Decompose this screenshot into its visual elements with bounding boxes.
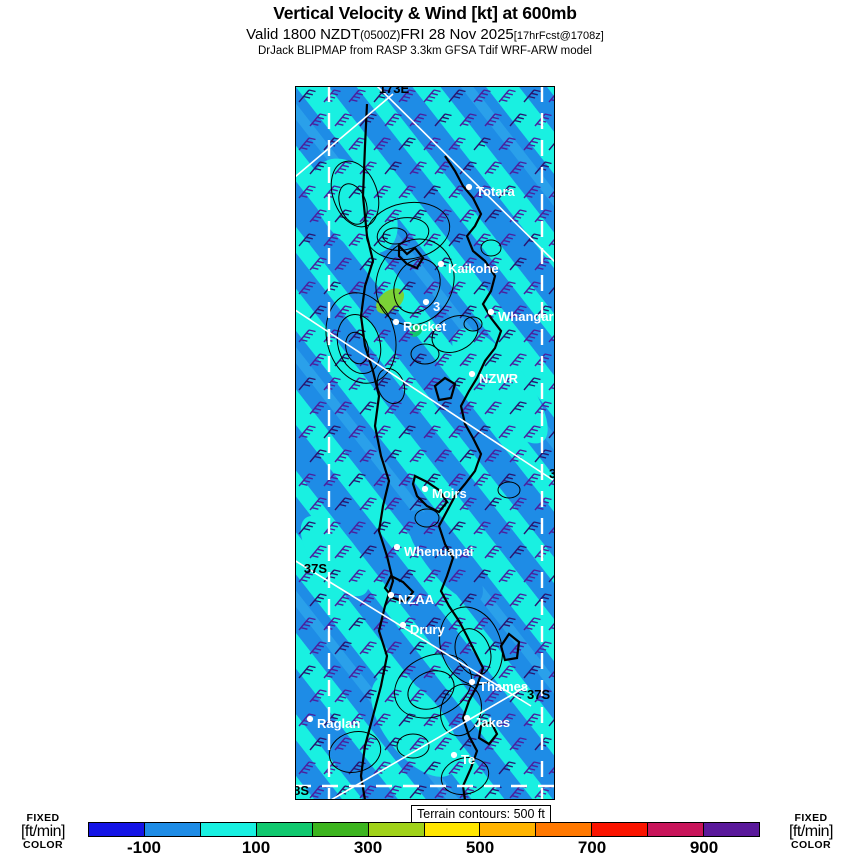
page-title: Vertical Velocity & Wind [kt] at 600mb	[273, 3, 577, 23]
colorbar-tick-labels: -100 100 300 500 700 900	[88, 838, 760, 860]
station-layer[interactable]: Totara Kaikohe 3 Rocket Whangarei NZWR Moirs Wh…	[306, 183, 555, 767]
colorbar-segment	[424, 823, 481, 836]
station-marker[interactable]	[463, 714, 471, 722]
colorbar-label-right: FIXED [ft/min] COLOR	[772, 813, 850, 850]
forecast-map[interactable]: Totara Kaikohe 3 Rocket Whangarei NZWR Moirs Wh…	[295, 86, 555, 800]
station-label: Raglan	[317, 716, 360, 731]
colorbar-color-label-left: COLOR	[23, 838, 63, 851]
colorbar-segment	[592, 823, 649, 836]
colorbar-segment	[144, 823, 201, 836]
station-label: NZAA	[398, 592, 435, 607]
terrain-contours	[325, 160, 521, 795]
colorbar-tick-label: 300	[353, 838, 383, 857]
colorbar-segment	[704, 823, 760, 836]
colorbar-segment	[256, 823, 313, 836]
station-marker[interactable]	[468, 370, 476, 378]
station-marker[interactable]	[465, 183, 473, 191]
colorbar-label-left: FIXED [ft/min] COLOR	[4, 813, 82, 850]
station-marker[interactable]	[421, 485, 429, 493]
grid-label-layer: 173E35S36S36S37S37S38S	[295, 86, 555, 798]
grid-label: 37S	[304, 561, 327, 576]
station-label: Rocket	[403, 319, 447, 334]
colorbar-tick-label: -100	[126, 838, 162, 857]
station-marker[interactable]	[487, 308, 495, 316]
station-label: Whenuapai	[404, 544, 473, 559]
colorbar-units-right: [ft/min]	[788, 822, 834, 840]
vertical-velocity-fill	[295, 86, 555, 800]
domain-boundary	[295, 86, 555, 800]
colorbar-fixed-label-left: FIXED	[26, 812, 60, 824]
station-label: NZWR	[479, 371, 519, 386]
station-label: Drury	[410, 622, 445, 637]
station-label: 3	[433, 299, 440, 314]
colorbar-units-left: [ft/min]	[20, 822, 66, 840]
valid-time-main: Valid 1800 NZDT	[246, 26, 361, 43]
station-label: Totara	[476, 184, 516, 199]
map-border	[295, 86, 555, 800]
station-label: Whangarei	[498, 309, 555, 324]
valid-date: FRI 28 Nov 2025	[400, 26, 514, 43]
station-marker[interactable]	[393, 543, 401, 551]
station-label: Jakes	[474, 715, 510, 730]
colorbar-tick-label: 700	[577, 838, 607, 857]
colorbar[interactable]	[88, 822, 760, 837]
station-label: Te	[461, 752, 475, 767]
colorbar-tick-label: 100	[241, 838, 271, 857]
colorbar-segment	[480, 823, 537, 836]
colorbar-segment	[648, 823, 705, 836]
station-marker[interactable]	[422, 298, 430, 306]
valid-time-line: Valid 1800 NZDT(0500Z)FRI 28 Nov 2025[17…	[0, 26, 850, 43]
colorbar-segment	[368, 823, 425, 836]
model-source-line: DrJack BLIPMAP from RASP 3.3km GFSA Tdif…	[257, 45, 592, 57]
valid-time-utc: (0500Z)	[360, 30, 401, 42]
station-label: Kaikohe	[448, 261, 499, 276]
colorbar-segment	[536, 823, 593, 836]
station-marker[interactable]	[450, 751, 458, 759]
colorbar-tick-label: 900	[689, 838, 719, 857]
station-marker[interactable]	[437, 260, 445, 268]
station-marker[interactable]	[392, 318, 400, 326]
colorbar-fixed-label-right: FIXED	[794, 812, 828, 824]
station-marker[interactable]	[306, 715, 314, 723]
grid-label: 38S	[295, 783, 309, 798]
page-header: Vertical Velocity & Wind [kt] at 600mb V…	[0, 0, 850, 57]
colorbar-segment	[89, 823, 145, 836]
terrain-contour-note: Terrain contours: 500 ft	[411, 805, 551, 824]
grid-label: 173E	[379, 86, 410, 96]
station-label: Thames	[479, 679, 528, 694]
grid-label: 36S	[549, 466, 555, 481]
station-marker[interactable]	[399, 621, 407, 629]
colorbar-segment	[200, 823, 257, 836]
colorbar-segment	[312, 823, 369, 836]
station-label: Moirs	[432, 486, 467, 501]
colorbar-tick-label: 500	[465, 838, 495, 857]
station-marker[interactable]	[468, 678, 476, 686]
coastline	[359, 103, 521, 800]
colorbar-color-label-right: COLOR	[791, 838, 831, 851]
station-marker[interactable]	[387, 591, 395, 599]
forecast-hour-tag: [17hrFcst@1708z]	[513, 30, 604, 42]
grid-label: 37S	[527, 687, 550, 702]
